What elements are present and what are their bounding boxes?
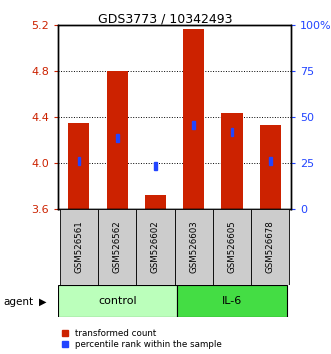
Text: GSM526561: GSM526561	[74, 221, 83, 273]
Text: GSM526605: GSM526605	[227, 221, 236, 273]
Bar	[60, 209, 98, 285]
Bar	[251, 209, 289, 285]
Text: GDS3773 / 10342493: GDS3773 / 10342493	[98, 12, 233, 25]
Bar	[154, 162, 157, 170]
Text: agent: agent	[3, 297, 33, 307]
Text: IL-6: IL-6	[222, 296, 242, 306]
Bar	[78, 156, 80, 165]
Bar	[176, 285, 287, 317]
Bar	[221, 113, 243, 209]
Text: GSM526602: GSM526602	[151, 221, 160, 273]
Text: control: control	[98, 296, 136, 306]
Bar	[260, 125, 281, 209]
Bar	[136, 209, 175, 285]
Bar	[107, 71, 128, 209]
Bar	[145, 195, 166, 209]
Bar	[175, 209, 213, 285]
Bar	[213, 209, 251, 285]
Text: ▶: ▶	[39, 297, 47, 307]
Legend: transformed count, percentile rank within the sample: transformed count, percentile rank withi…	[61, 328, 222, 350]
Bar	[231, 128, 233, 136]
Bar	[116, 133, 118, 142]
Text: GSM526678: GSM526678	[266, 221, 275, 273]
Bar	[98, 209, 136, 285]
Bar	[58, 285, 176, 317]
Text: GSM526562: GSM526562	[113, 221, 122, 273]
Bar	[269, 156, 271, 165]
Bar	[192, 121, 195, 129]
Bar	[183, 29, 204, 209]
Text: GSM526603: GSM526603	[189, 221, 198, 273]
Bar	[69, 122, 89, 209]
